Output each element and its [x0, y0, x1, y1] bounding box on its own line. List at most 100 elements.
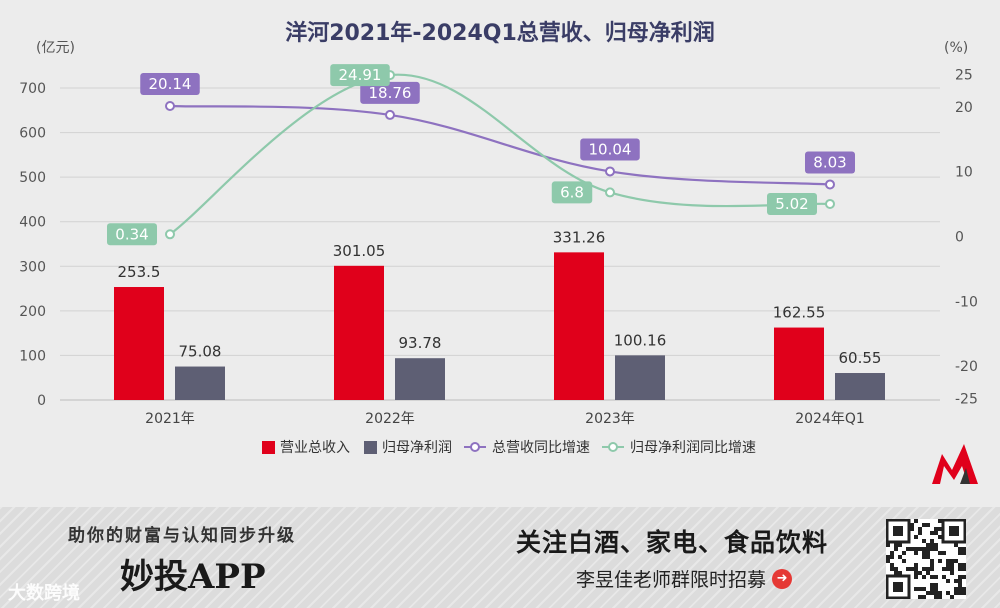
qr-module	[934, 591, 938, 595]
qr-module	[930, 559, 934, 563]
qr-module	[918, 595, 922, 599]
qr-module	[906, 547, 910, 551]
chart-title: 洋河2021年-2024Q1总营收、归母净利润	[285, 20, 715, 46]
qr-module	[914, 571, 918, 575]
qr-module	[934, 587, 938, 591]
qr-module	[950, 571, 954, 575]
bar	[395, 358, 445, 400]
qr-module	[914, 575, 918, 579]
series-line	[169, 104, 831, 186]
qr-module	[926, 543, 930, 547]
y-tick-label: 400	[19, 215, 46, 231]
arrow-right-circle-icon[interactable]: ➜	[772, 568, 793, 589]
qr-module	[914, 551, 918, 555]
qr-module	[954, 559, 958, 563]
qr-module	[958, 591, 962, 595]
banner-group-line[interactable]: 李昱佳老师群限时招募 ➜	[576, 565, 793, 592]
legend-label: 归母净利润	[382, 439, 452, 456]
qr-module	[926, 591, 930, 595]
x-tick-label: 2023年	[585, 411, 635, 427]
legend-swatch	[262, 441, 275, 454]
qr-module	[930, 531, 934, 535]
qr-module	[938, 519, 942, 523]
data-label: 8.03	[813, 153, 846, 171]
qr-module	[886, 543, 890, 547]
qr-module	[938, 559, 942, 563]
qr-finder	[949, 526, 959, 536]
y-tick-label: 500	[19, 170, 46, 186]
x-tick-label: 2024年Q1	[795, 411, 865, 427]
line-point	[605, 187, 615, 198]
line-point	[825, 198, 835, 209]
data-label: 60.55	[839, 349, 882, 367]
qr-module	[922, 555, 926, 559]
line-point	[165, 229, 175, 240]
qr-module	[958, 579, 962, 583]
qr-module	[958, 567, 962, 571]
data-label-box	[140, 72, 200, 95]
qr-module	[942, 575, 946, 579]
x-tick-label: 2022年	[365, 411, 415, 427]
data-label: 6.8	[560, 183, 584, 201]
qr-module	[894, 547, 898, 551]
legend-label: 营业总收入	[280, 440, 350, 456]
data-label: 0.34	[115, 225, 148, 243]
qr-module	[930, 583, 934, 587]
qr-module	[930, 591, 934, 595]
qr-module	[914, 535, 918, 539]
qr-finder	[886, 519, 911, 544]
qr-module	[922, 595, 926, 599]
bar	[114, 287, 164, 400]
qr-module	[946, 591, 950, 595]
legend-swatch	[364, 441, 377, 454]
data-label-box	[767, 192, 817, 215]
data-label-box	[360, 81, 420, 104]
qr-module	[946, 559, 950, 563]
qr-module	[934, 575, 938, 579]
qr-module	[918, 547, 922, 551]
qr-module	[902, 559, 906, 563]
qr-module	[946, 567, 950, 571]
data-label: 301.05	[333, 242, 386, 260]
y-tick-label: 200	[19, 304, 46, 320]
qr-module	[958, 583, 962, 587]
qr-module	[898, 543, 902, 547]
qr-module	[942, 567, 946, 571]
qr-module	[946, 579, 950, 583]
qr-module	[962, 551, 966, 555]
qr-module	[938, 527, 942, 531]
qr-module	[934, 547, 938, 551]
bar	[554, 252, 604, 400]
qr-module	[898, 555, 902, 559]
qr-module	[938, 551, 942, 555]
data-label-box	[551, 181, 593, 204]
qr-module	[922, 539, 926, 543]
qr-module	[922, 587, 926, 591]
y-axis: 0 100 200 300 400 500 600 700	[19, 81, 46, 409]
qr-module	[962, 567, 966, 571]
data-label: 253.5	[118, 263, 161, 281]
qr-module	[934, 595, 938, 599]
qr-module	[930, 587, 934, 591]
banner-slogan: 助你的财富与认知同步升级	[68, 526, 296, 546]
qr-module	[914, 563, 918, 567]
bars: 253.5 301.05 331.26 162.55 75.08 93.78 100.16 6…	[114, 228, 885, 400]
banner-app-name: 妙投APP	[120, 557, 266, 597]
y2-axis: -25 -20 -10 0 10 20 25	[955, 68, 978, 408]
y2-tick-label: 25	[955, 68, 973, 84]
legend-swatch	[608, 442, 618, 452]
qr-code-icon[interactable]	[886, 519, 966, 599]
qr-module	[906, 567, 910, 571]
data-label: 20.14	[149, 75, 192, 93]
y2-tick-label: 20	[955, 100, 973, 116]
qr-module	[930, 575, 934, 579]
qr-module	[926, 571, 930, 575]
data-label: 75.08	[179, 343, 222, 361]
qr-module	[914, 519, 918, 523]
qr-module	[898, 571, 902, 575]
y2-tick-label: 0	[955, 230, 964, 246]
qr-module	[962, 591, 966, 595]
qr-module	[914, 547, 918, 551]
promo-banner[interactable]: 助你的财富与认知同步升级 妙投APP 关注白酒、家电、食品饮料 李昱佳老师群限时…	[0, 507, 1000, 608]
